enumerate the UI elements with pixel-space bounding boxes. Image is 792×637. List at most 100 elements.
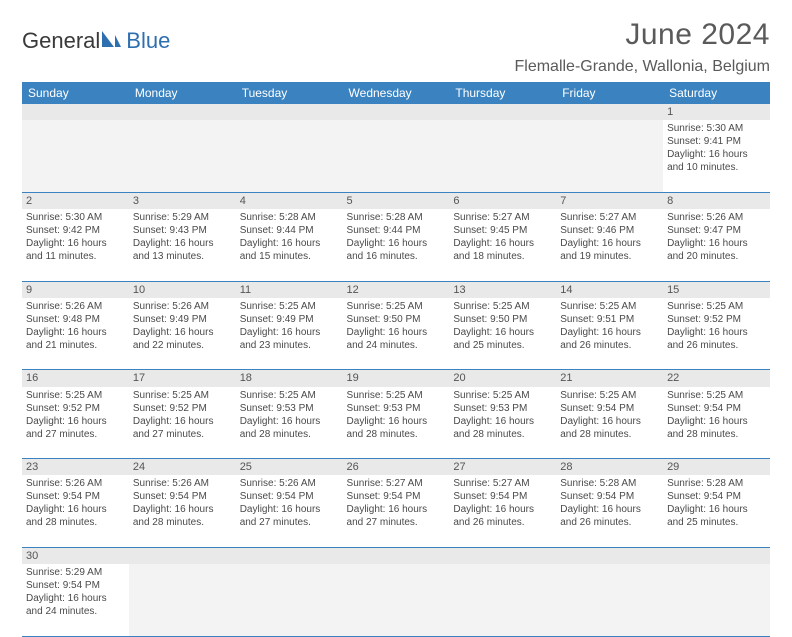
day-cell — [663, 564, 770, 636]
sunrise-line: Sunrise: 5:25 AM — [347, 300, 446, 313]
daylight-line: Daylight: 16 hours and 24 minutes. — [26, 592, 125, 618]
day-cell — [343, 564, 450, 636]
sunrise-line: Sunrise: 5:27 AM — [453, 211, 552, 224]
daylight-line: Daylight: 16 hours and 22 minutes. — [133, 326, 232, 352]
daylight-line: Daylight: 16 hours and 24 minutes. — [347, 326, 446, 352]
daylight-line: Daylight: 16 hours and 15 minutes. — [240, 237, 339, 263]
daylight-line: Daylight: 16 hours and 28 minutes. — [347, 415, 446, 441]
daylight-line: Daylight: 16 hours and 28 minutes. — [453, 415, 552, 441]
day-cell: Sunrise: 5:26 AMSunset: 9:47 PMDaylight:… — [663, 209, 770, 281]
day-cell — [129, 564, 236, 636]
page-header: General Blue June 2024 Flemalle-Grande, … — [22, 18, 770, 76]
daylight-line: Daylight: 16 hours and 28 minutes. — [667, 415, 766, 441]
day-cell: Sunrise: 5:27 AMSunset: 9:54 PMDaylight:… — [343, 475, 450, 547]
day-cell — [449, 120, 556, 192]
day-number-cell: 21 — [556, 370, 663, 387]
daylight-line: Daylight: 16 hours and 20 minutes. — [667, 237, 766, 263]
day-number-cell: 15 — [663, 281, 770, 298]
day-number-cell: 27 — [449, 459, 556, 476]
day-cell — [129, 120, 236, 192]
day-number-cell: 12 — [343, 281, 450, 298]
day-cell — [236, 564, 343, 636]
day-number-cell — [556, 104, 663, 120]
daylight-line: Daylight: 16 hours and 26 minutes. — [453, 503, 552, 529]
week-row: Sunrise: 5:29 AMSunset: 9:54 PMDaylight:… — [22, 564, 770, 636]
weekday-header: Saturday — [663, 82, 770, 104]
day-number-cell — [22, 104, 129, 120]
sunrise-line: Sunrise: 5:29 AM — [133, 211, 232, 224]
day-number-cell: 9 — [22, 281, 129, 298]
day-number-cell — [663, 547, 770, 564]
daylight-line: Daylight: 16 hours and 25 minutes. — [453, 326, 552, 352]
weekday-header: Wednesday — [343, 82, 450, 104]
day-cell: Sunrise: 5:27 AMSunset: 9:46 PMDaylight:… — [556, 209, 663, 281]
weekday-header: Thursday — [449, 82, 556, 104]
day-cell: Sunrise: 5:25 AMSunset: 9:51 PMDaylight:… — [556, 298, 663, 370]
day-number-cell: 7 — [556, 192, 663, 209]
sunrise-line: Sunrise: 5:26 AM — [26, 477, 125, 490]
sunset-line: Sunset: 9:54 PM — [347, 490, 446, 503]
day-number-cell: 25 — [236, 459, 343, 476]
sunset-line: Sunset: 9:44 PM — [240, 224, 339, 237]
sunrise-line: Sunrise: 5:25 AM — [560, 300, 659, 313]
day-number-cell: 16 — [22, 370, 129, 387]
day-number-cell: 13 — [449, 281, 556, 298]
day-cell — [236, 120, 343, 192]
sunset-line: Sunset: 9:54 PM — [560, 402, 659, 415]
sunset-line: Sunset: 9:43 PM — [133, 224, 232, 237]
sunset-line: Sunset: 9:54 PM — [133, 490, 232, 503]
daylight-line: Daylight: 16 hours and 26 minutes. — [560, 503, 659, 529]
day-number-cell: 17 — [129, 370, 236, 387]
sunset-line: Sunset: 9:48 PM — [26, 313, 125, 326]
daynum-row: 2345678 — [22, 192, 770, 209]
sunset-line: Sunset: 9:53 PM — [347, 402, 446, 415]
sunset-line: Sunset: 9:54 PM — [26, 579, 125, 592]
sunrise-line: Sunrise: 5:27 AM — [453, 477, 552, 490]
sunset-line: Sunset: 9:50 PM — [453, 313, 552, 326]
sunrise-line: Sunrise: 5:25 AM — [133, 389, 232, 402]
day-cell: Sunrise: 5:29 AMSunset: 9:43 PMDaylight:… — [129, 209, 236, 281]
day-cell: Sunrise: 5:25 AMSunset: 9:50 PMDaylight:… — [343, 298, 450, 370]
daynum-row: 23242526272829 — [22, 459, 770, 476]
brand-logo: General Blue — [22, 28, 170, 54]
day-cell: Sunrise: 5:25 AMSunset: 9:54 PMDaylight:… — [556, 387, 663, 459]
day-number-cell — [236, 104, 343, 120]
sunset-line: Sunset: 9:54 PM — [560, 490, 659, 503]
sunset-line: Sunset: 9:54 PM — [240, 490, 339, 503]
sunrise-line: Sunrise: 5:25 AM — [560, 389, 659, 402]
day-number-cell: 6 — [449, 192, 556, 209]
daylight-line: Daylight: 16 hours and 28 minutes. — [240, 415, 339, 441]
day-cell: Sunrise: 5:25 AMSunset: 9:52 PMDaylight:… — [663, 298, 770, 370]
day-number-cell: 29 — [663, 459, 770, 476]
sunrise-line: Sunrise: 5:26 AM — [133, 477, 232, 490]
sunrise-line: Sunrise: 5:25 AM — [667, 300, 766, 313]
sunset-line: Sunset: 9:42 PM — [26, 224, 125, 237]
day-cell: Sunrise: 5:28 AMSunset: 9:44 PMDaylight:… — [343, 209, 450, 281]
daylight-line: Daylight: 16 hours and 28 minutes. — [560, 415, 659, 441]
sunset-line: Sunset: 9:44 PM — [347, 224, 446, 237]
weekday-header: Friday — [556, 82, 663, 104]
sunset-line: Sunset: 9:52 PM — [26, 402, 125, 415]
sunrise-line: Sunrise: 5:25 AM — [453, 389, 552, 402]
day-cell: Sunrise: 5:26 AMSunset: 9:54 PMDaylight:… — [22, 475, 129, 547]
sunrise-line: Sunrise: 5:25 AM — [453, 300, 552, 313]
daylight-line: Daylight: 16 hours and 21 minutes. — [26, 326, 125, 352]
daylight-line: Daylight: 16 hours and 11 minutes. — [26, 237, 125, 263]
brand-text-1: General — [22, 28, 100, 54]
sunset-line: Sunset: 9:47 PM — [667, 224, 766, 237]
week-row: Sunrise: 5:26 AMSunset: 9:54 PMDaylight:… — [22, 475, 770, 547]
sunset-line: Sunset: 9:49 PM — [133, 313, 232, 326]
sunset-line: Sunset: 9:54 PM — [453, 490, 552, 503]
brand-sail-icon — [100, 29, 122, 54]
day-number-cell — [449, 547, 556, 564]
day-cell: Sunrise: 5:25 AMSunset: 9:52 PMDaylight:… — [22, 387, 129, 459]
day-cell: Sunrise: 5:28 AMSunset: 9:54 PMDaylight:… — [663, 475, 770, 547]
title-block: June 2024 Flemalle-Grande, Wallonia, Bel… — [514, 18, 770, 76]
location-text: Flemalle-Grande, Wallonia, Belgium — [514, 58, 770, 76]
weekday-header: Sunday — [22, 82, 129, 104]
calendar-weekday-header: SundayMondayTuesdayWednesdayThursdayFrid… — [22, 82, 770, 104]
daylight-line: Daylight: 16 hours and 16 minutes. — [347, 237, 446, 263]
weekday-header: Monday — [129, 82, 236, 104]
day-number-cell: 28 — [556, 459, 663, 476]
daylight-line: Daylight: 16 hours and 26 minutes. — [667, 326, 766, 352]
